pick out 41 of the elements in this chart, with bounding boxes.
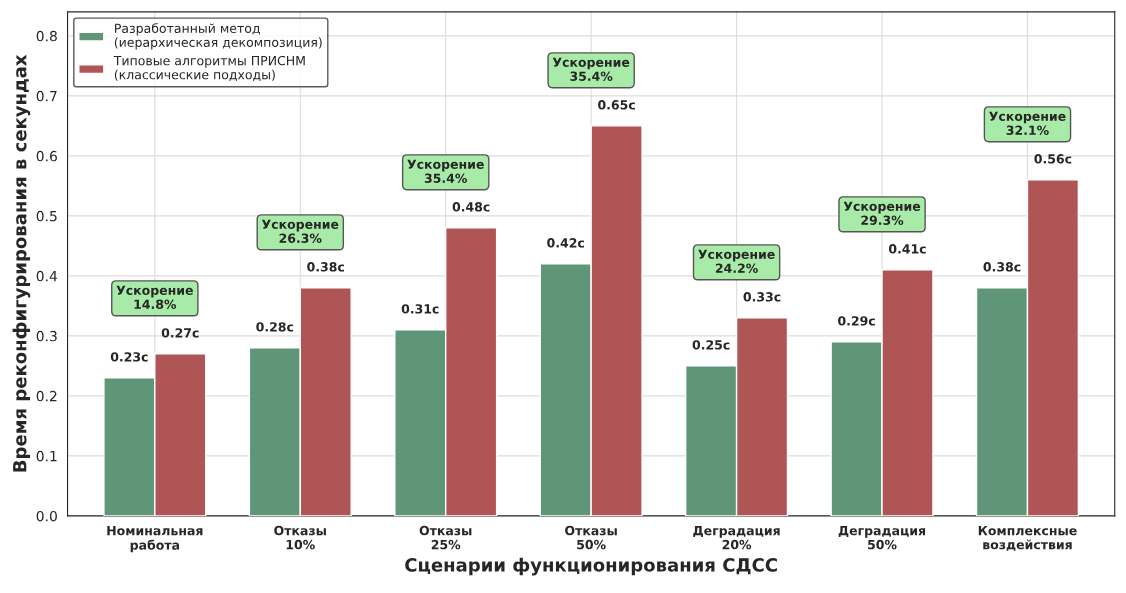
data-label: 0.41с bbox=[888, 244, 926, 254]
x-tick-label: Комплексные воздействия bbox=[978, 526, 1077, 551]
data-label: 0.31с bbox=[401, 304, 439, 314]
data-label: 0.42с bbox=[547, 238, 584, 248]
legend-label: Разработанный метод (иерархическая декомпозиция) bbox=[114, 23, 322, 50]
x-tick-label: Номинальная работа bbox=[107, 526, 203, 553]
data-label: 0.25с bbox=[692, 340, 730, 350]
y-tick-label: 0.5 bbox=[36, 210, 57, 222]
y-tick-label: 0.8 bbox=[36, 30, 57, 42]
x-tick-label: Деградация 20% bbox=[693, 526, 780, 550]
annotation: Ускорение 35.4% bbox=[552, 57, 630, 81]
annotation: Ускорение 35.4% bbox=[407, 159, 484, 183]
y-tick-label: 0.3 bbox=[36, 330, 57, 342]
x-axis-title: Сценарии функционирования СДСС bbox=[405, 557, 777, 576]
annotation: Ускорение 29.3% bbox=[843, 201, 921, 225]
x-tick-label: Отказы 50% bbox=[565, 525, 617, 550]
y-tick-label: 0.4 bbox=[36, 270, 58, 282]
x-tick-label: Отказы 10% bbox=[274, 525, 326, 550]
y-tick-label: 0.0 bbox=[36, 510, 57, 522]
annotation: Ускорение 32.1% bbox=[989, 111, 1066, 135]
data-label: 0.48с bbox=[452, 202, 490, 212]
data-label: 0.38с bbox=[307, 262, 345, 272]
y-axis-title: Время реконфигурирования в секундах bbox=[12, 54, 31, 472]
data-label: 0.23с bbox=[110, 352, 148, 362]
legend-label: Типовые алгоритмы ПРИСНМ (классические подходы) bbox=[113, 55, 305, 81]
annotation: Ускорение 24.2% bbox=[698, 249, 775, 273]
data-label: 0.33с bbox=[743, 292, 781, 302]
annotation: Ускорение 26.3% bbox=[261, 219, 339, 243]
annotation: Ускорение 14.8% bbox=[116, 285, 193, 309]
y-tick-label: 0.2 bbox=[36, 390, 57, 402]
data-label: 0.65с bbox=[598, 100, 635, 110]
x-tick-label: Отказы 25% bbox=[419, 525, 472, 550]
data-label: 0.38с bbox=[983, 262, 1021, 272]
y-tick-label: 0.6 bbox=[36, 150, 57, 162]
data-label: 0.29с bbox=[838, 316, 875, 326]
data-label: 0.27с bbox=[161, 328, 199, 338]
data-label: 0.28с bbox=[256, 322, 294, 332]
y-tick-label: 0.1 bbox=[36, 450, 57, 462]
data-label: 0.56с bbox=[1034, 154, 1072, 164]
y-tick-label: 0.7 bbox=[36, 90, 57, 102]
x-tick-label: Деградация 50% bbox=[838, 526, 926, 550]
